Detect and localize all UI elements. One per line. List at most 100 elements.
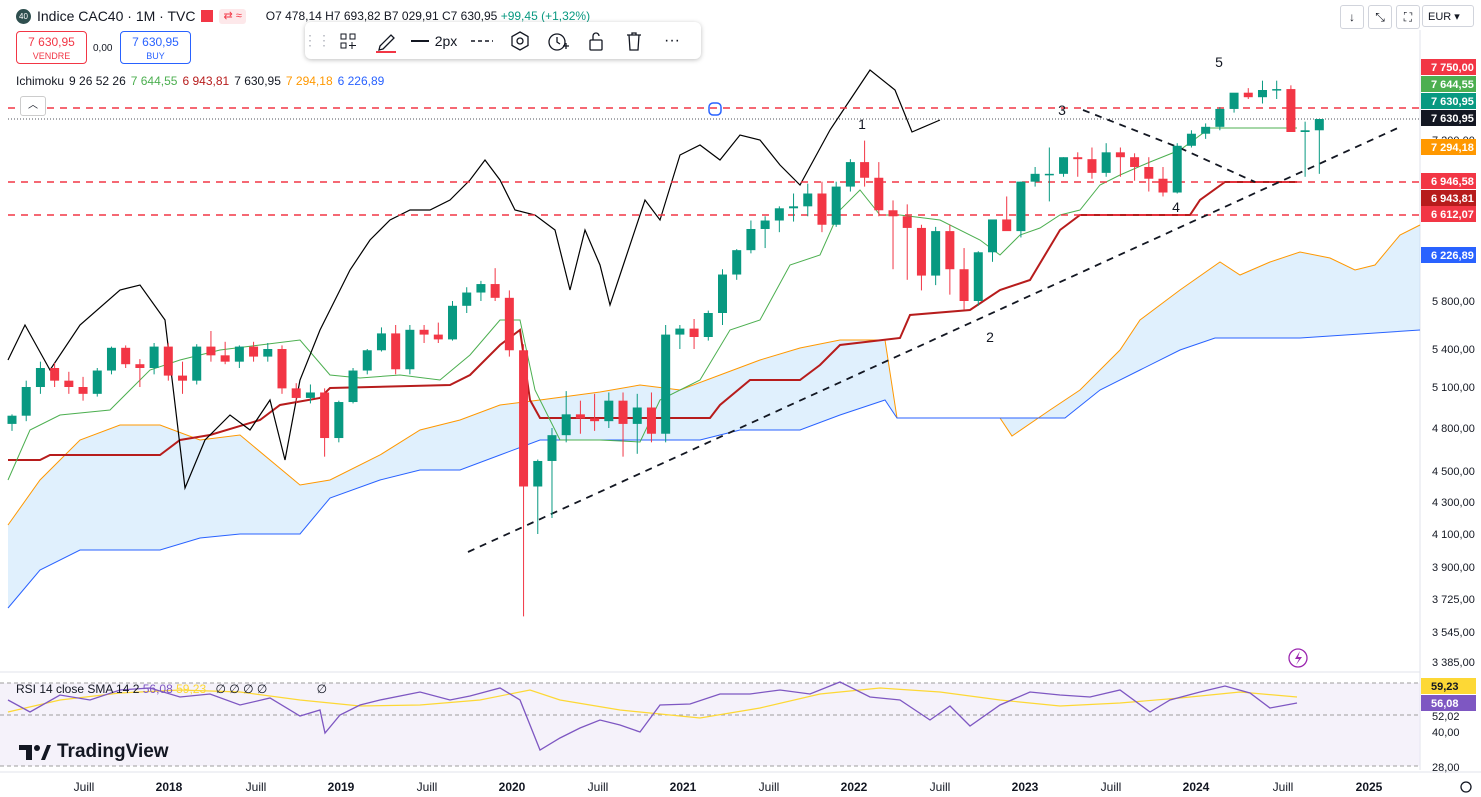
ichimoku-kijun-value: 6 943,81 bbox=[182, 74, 230, 88]
candle-body bbox=[277, 349, 287, 389]
lightning-icon bbox=[1288, 648, 1308, 668]
tradingview-logo[interactable]: TradingView bbox=[19, 741, 169, 763]
candle-body bbox=[860, 162, 870, 178]
candle-body bbox=[1272, 89, 1282, 91]
ichimoku-kijun bbox=[8, 181, 1297, 461]
candle-body bbox=[490, 284, 500, 298]
wave-label-4: 4 bbox=[1172, 199, 1180, 215]
price-label: 6 943,81 bbox=[1431, 193, 1474, 205]
x-tick-label: Juill bbox=[74, 780, 95, 794]
sell-price: 7 630,95 bbox=[28, 35, 75, 49]
lightning-bolt-icon bbox=[1295, 651, 1302, 665]
sell-button[interactable]: 7 630,95 VENDRE bbox=[16, 31, 87, 64]
candle-body bbox=[135, 364, 145, 368]
y-tick-label: 5 800,00 bbox=[1432, 296, 1475, 308]
ichimoku-legend[interactable]: Ichimoku 9 26 52 26 7 644,55 6 943,81 7 630,… bbox=[16, 74, 389, 88]
alert-clock-icon[interactable] bbox=[539, 22, 577, 59]
ohlc-open: O7 478,14 bbox=[265, 9, 322, 23]
ichimoku-lagging bbox=[7, 69, 941, 491]
trash-icon[interactable] bbox=[615, 22, 653, 59]
symbol-title[interactable]: Indice CAC40 · 1M · TVC bbox=[37, 8, 196, 24]
candle-body bbox=[1172, 145, 1182, 193]
chart-header: 40 Indice CAC40 · 1M · TVC ⇄ ≈ O7 478,14… bbox=[16, 7, 590, 25]
candle-body bbox=[888, 210, 898, 217]
x-tick-label: 2019 bbox=[328, 780, 355, 794]
x-tick-label: Juill bbox=[588, 780, 609, 794]
rsi-ma-value: 59,23 bbox=[176, 682, 207, 696]
x-tick-label: 2022 bbox=[841, 780, 868, 794]
candle-body bbox=[348, 370, 358, 403]
rsi-na-icons: ∅ ∅ ∅ ∅ bbox=[215, 682, 268, 696]
wave-label-5: 5 bbox=[1215, 54, 1223, 70]
download-icon[interactable]: ↓ bbox=[1340, 5, 1364, 29]
candle-body bbox=[1186, 133, 1196, 146]
candle-body bbox=[803, 193, 813, 207]
candle-body bbox=[845, 162, 855, 187]
price-label: 7 630,95 bbox=[1431, 113, 1474, 125]
candle-body bbox=[902, 216, 912, 228]
currency-select[interactable]: EUR ▾ bbox=[1422, 5, 1474, 27]
candle-body bbox=[1115, 152, 1125, 158]
collapse-legend-button[interactable]: ︿ bbox=[20, 96, 46, 116]
x-tick-label: 2023 bbox=[1012, 780, 1039, 794]
drawing-toolbar: ⋮⋮ 2px ··· bbox=[303, 22, 701, 59]
x-tick-label: Juill bbox=[1101, 780, 1122, 794]
ichimoku-spanA-value: 7 294,18 bbox=[285, 74, 333, 88]
candle-body bbox=[973, 252, 983, 301]
price-label-bg bbox=[1421, 247, 1476, 263]
line-style-icon[interactable] bbox=[463, 22, 501, 59]
anchor-marker-icon bbox=[708, 102, 722, 116]
candle-body bbox=[376, 333, 386, 351]
candle-body bbox=[746, 228, 756, 251]
candle-body bbox=[1215, 108, 1225, 127]
candle-body bbox=[547, 435, 557, 461]
ichimoku-lagging-value: 7 630,95 bbox=[234, 74, 281, 88]
candle-body bbox=[234, 346, 244, 362]
ichimoku-span-a bbox=[7, 224, 1421, 526]
flag-icon[interactable] bbox=[201, 10, 214, 22]
candle-body bbox=[1257, 90, 1267, 98]
collapse-arrows-icon[interactable]: ⤡ bbox=[1368, 5, 1392, 29]
rsi-tick-label: 52,02 bbox=[1432, 711, 1460, 723]
y-tick-label: 4 300,00 bbox=[1432, 497, 1475, 509]
rsi-label: RSI 14 close SMA 14 2 bbox=[16, 682, 140, 696]
symbol-logo-icon: 40 bbox=[16, 8, 31, 24]
y-tick-label: 4 100,00 bbox=[1432, 529, 1475, 541]
rsi-legend[interactable]: RSI 14 close SMA 14 2 56,08 59,23 ∅ ∅ ∅ … bbox=[16, 682, 327, 696]
settings-icon[interactable] bbox=[501, 22, 539, 59]
buy-button[interactable]: 7 630,95 BUY bbox=[120, 31, 191, 64]
candle-body bbox=[817, 193, 827, 225]
fullscreen-icon[interactable]: ⛶ bbox=[1396, 5, 1420, 29]
y-tick-label: 3 385,00 bbox=[1432, 657, 1475, 669]
candle-body bbox=[121, 347, 131, 365]
candle-body bbox=[1286, 89, 1296, 132]
candle-body bbox=[959, 269, 969, 301]
template-icon[interactable] bbox=[329, 22, 367, 59]
price-label: 6 612,07 bbox=[1431, 209, 1474, 221]
candle-body bbox=[760, 220, 770, 229]
more-icon[interactable]: ··· bbox=[664, 31, 680, 49]
line-width-button[interactable]: 2px bbox=[405, 22, 463, 59]
price-label-bg bbox=[1421, 59, 1476, 75]
candle-body bbox=[433, 334, 443, 340]
candle-body bbox=[533, 460, 543, 487]
candle-body bbox=[64, 380, 74, 387]
candle-body bbox=[220, 355, 230, 362]
candle-body bbox=[987, 219, 997, 253]
line-width-icon bbox=[410, 39, 429, 42]
rsi-price-label: 59,23 bbox=[1431, 681, 1459, 693]
candle-body bbox=[519, 350, 529, 487]
candle-body bbox=[703, 313, 713, 337]
price-label-bg bbox=[1421, 206, 1476, 222]
pencil-color-icon[interactable] bbox=[367, 22, 405, 59]
ohlc-high: H7 693,82 bbox=[325, 9, 381, 23]
price-label: 7 644,55 bbox=[1431, 79, 1474, 91]
unlock-icon[interactable] bbox=[577, 22, 615, 59]
candle-body bbox=[419, 329, 429, 335]
drag-handle-icon[interactable]: ⋮⋮ bbox=[303, 32, 331, 48]
y-tick-label: 5 100,00 bbox=[1432, 382, 1475, 394]
compare-icon[interactable]: ⇄ ≈ bbox=[219, 8, 246, 24]
candle-body bbox=[504, 297, 514, 351]
